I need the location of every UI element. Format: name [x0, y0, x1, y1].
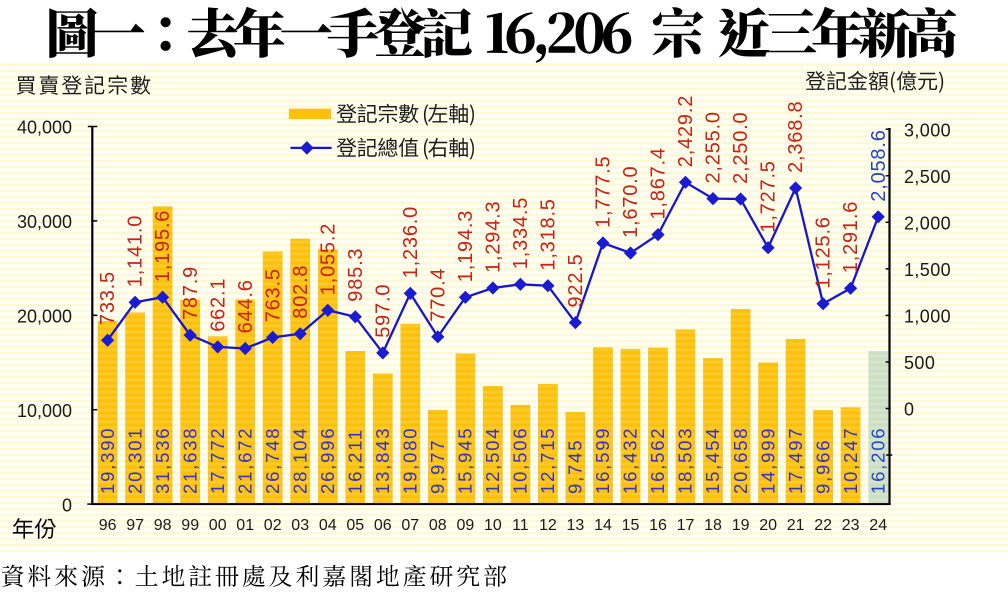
svg-text:28,104: 28,104	[289, 427, 310, 494]
svg-text:2,250.0: 2,250.0	[730, 112, 752, 184]
svg-text:01: 01	[236, 517, 254, 534]
svg-text:0: 0	[62, 495, 72, 515]
svg-text:40,000: 40,000	[17, 118, 72, 138]
svg-text:787.9: 787.9	[180, 266, 202, 320]
svg-text:1,055.2: 1,055.2	[317, 223, 339, 295]
svg-text:9,745: 9,745	[565, 439, 586, 494]
svg-text:20,301: 20,301	[124, 427, 145, 494]
svg-text:10,247: 10,247	[840, 427, 861, 494]
svg-text:1,194.3: 1,194.3	[455, 210, 477, 282]
svg-text:1,318.5: 1,318.5	[538, 198, 560, 270]
svg-text:97: 97	[126, 517, 144, 534]
svg-text:03: 03	[291, 517, 309, 534]
svg-text:1,670.0: 1,670.0	[620, 166, 642, 238]
svg-text:96: 96	[99, 517, 117, 534]
svg-text:10,000: 10,000	[17, 401, 72, 421]
svg-text:30,000: 30,000	[17, 212, 72, 232]
svg-text:26,996: 26,996	[317, 427, 338, 494]
svg-text:18,503: 18,503	[675, 427, 696, 494]
svg-text:1,727.5: 1,727.5	[758, 160, 780, 232]
svg-text:1,291.6: 1,291.6	[840, 201, 862, 273]
svg-text:662.1: 662.1	[207, 278, 229, 332]
svg-text:597.0: 597.0	[372, 284, 394, 338]
svg-text:3,000: 3,000	[904, 120, 951, 140]
svg-text:2,429.2: 2,429.2	[675, 95, 697, 167]
svg-text:23: 23	[842, 517, 860, 534]
svg-text:98: 98	[154, 517, 172, 534]
svg-text:10: 10	[484, 517, 502, 534]
svg-text:19,080: 19,080	[400, 427, 421, 494]
svg-text:00: 00	[209, 517, 227, 534]
svg-text:2,368.8: 2,368.8	[785, 101, 807, 173]
svg-text:2,500: 2,500	[904, 167, 951, 187]
svg-text:1,500: 1,500	[904, 260, 951, 280]
svg-text:16,599: 16,599	[592, 427, 613, 494]
svg-text:733.5: 733.5	[97, 271, 119, 325]
svg-text:1,125.6: 1,125.6	[813, 216, 835, 288]
svg-text:05: 05	[346, 517, 364, 534]
svg-text:11: 11	[512, 517, 529, 534]
svg-text:24: 24	[869, 517, 887, 534]
svg-text:04: 04	[319, 517, 337, 534]
svg-text:09: 09	[457, 517, 475, 534]
svg-text:21,672: 21,672	[234, 427, 255, 494]
svg-text:1,141.0: 1,141.0	[125, 215, 147, 287]
svg-text:16,562: 16,562	[647, 427, 668, 494]
svg-text:12,715: 12,715	[537, 427, 558, 494]
svg-text:07: 07	[401, 517, 419, 534]
svg-text:19: 19	[732, 517, 750, 534]
svg-text:16,211: 16,211	[345, 428, 366, 494]
svg-text:1,195.6: 1,195.6	[152, 210, 174, 282]
svg-text:16: 16	[649, 517, 667, 534]
svg-text:763.5: 763.5	[262, 268, 284, 322]
svg-text:18: 18	[704, 517, 722, 534]
svg-text:10,506: 10,506	[510, 427, 531, 494]
svg-text:12: 12	[539, 517, 557, 534]
svg-text:20,000: 20,000	[17, 307, 72, 327]
svg-text:9,977: 9,977	[427, 439, 448, 494]
svg-text:0: 0	[904, 400, 914, 420]
svg-text:15,945: 15,945	[455, 427, 476, 494]
svg-text:26,748: 26,748	[262, 427, 283, 494]
svg-text:1,000: 1,000	[904, 307, 951, 327]
svg-text:1,777.5: 1,777.5	[593, 156, 615, 228]
svg-text:1,236.0: 1,236.0	[400, 206, 422, 278]
svg-text:15,454: 15,454	[702, 427, 723, 494]
svg-text:14: 14	[594, 517, 612, 534]
svg-text:06: 06	[374, 517, 392, 534]
svg-text:16,432: 16,432	[620, 427, 641, 494]
svg-text:9,966: 9,966	[812, 439, 833, 494]
svg-text:1,867.4: 1,867.4	[648, 147, 670, 219]
svg-text:922.5: 922.5	[565, 253, 587, 307]
svg-text:31,536: 31,536	[152, 427, 173, 494]
svg-text:500: 500	[904, 353, 935, 373]
svg-text:17,497: 17,497	[785, 427, 806, 494]
svg-text:08: 08	[429, 517, 447, 534]
svg-text:20: 20	[759, 517, 777, 534]
svg-text:985.3: 985.3	[345, 248, 367, 302]
svg-text:16,206: 16,206	[867, 427, 888, 494]
svg-text:17,772: 17,772	[207, 427, 228, 494]
svg-text:1,334.5: 1,334.5	[510, 197, 532, 269]
svg-text:22: 22	[814, 517, 832, 534]
svg-text:99: 99	[181, 517, 199, 534]
svg-text:21,638: 21,638	[179, 427, 200, 494]
svg-text:12,504: 12,504	[482, 427, 503, 494]
svg-text:20,658: 20,658	[730, 427, 751, 494]
svg-text:644.6: 644.6	[235, 279, 257, 333]
svg-text:13: 13	[567, 517, 585, 534]
svg-text:14,999: 14,999	[757, 427, 778, 494]
svg-text:13,843: 13,843	[372, 427, 393, 494]
svg-text:2,255.0: 2,255.0	[703, 111, 725, 183]
svg-text:17: 17	[677, 517, 695, 534]
svg-text:770.4: 770.4	[427, 268, 449, 322]
svg-text:02: 02	[264, 517, 282, 534]
svg-text:2,058.6: 2,058.6	[868, 129, 890, 201]
svg-text:1,294.3: 1,294.3	[483, 201, 505, 273]
svg-text:802.8: 802.8	[290, 265, 312, 319]
svg-text:15: 15	[622, 517, 640, 534]
svg-text:19,390: 19,390	[97, 427, 118, 494]
svg-text:21: 21	[787, 517, 805, 534]
svg-text:2,000: 2,000	[904, 214, 951, 234]
